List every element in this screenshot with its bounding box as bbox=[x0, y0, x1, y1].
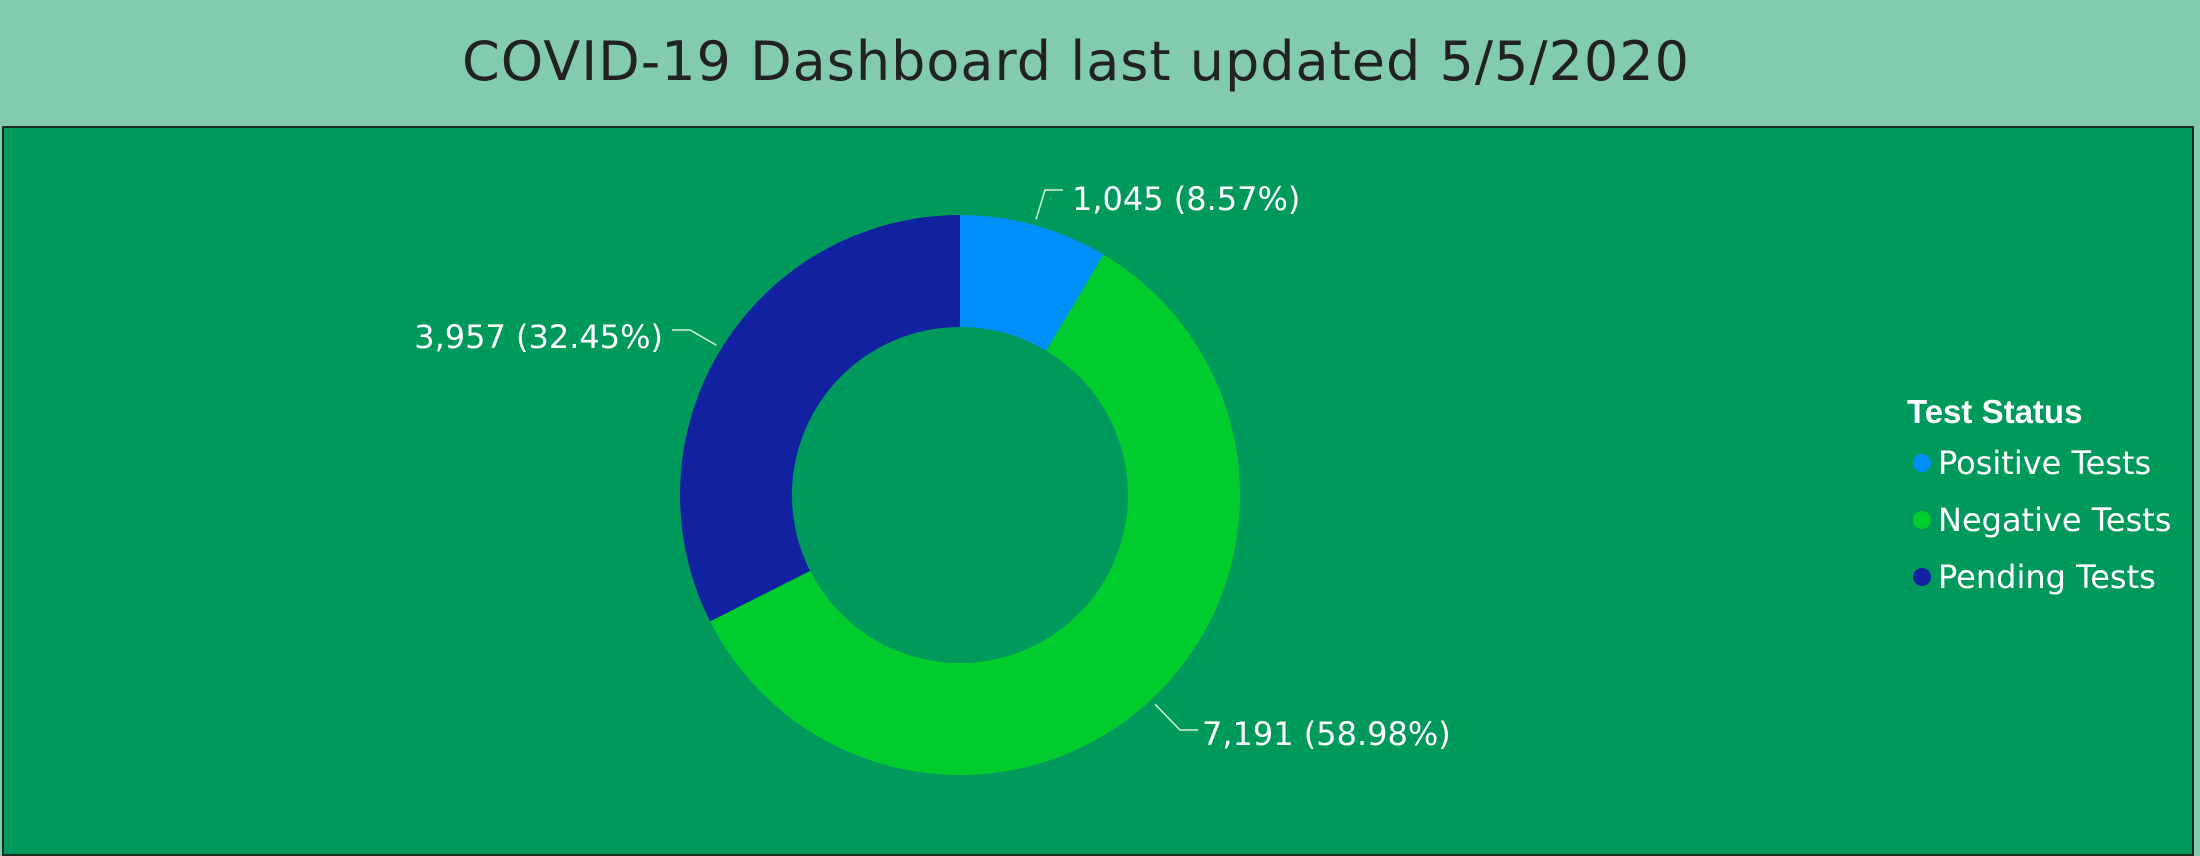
donut-slice-negative-tests[interactable] bbox=[710, 254, 1240, 776]
legend-marker-negative-tests bbox=[1913, 511, 1931, 529]
leader-line-pending-tests bbox=[672, 329, 717, 346]
legend-title: Test Status bbox=[1907, 393, 2082, 430]
donut-slice-positive-tests[interactable] bbox=[960, 215, 1104, 351]
data-label-negative-tests: 7,191 (58.98%) bbox=[1202, 715, 1451, 753]
legend-item-negative-tests[interactable]: Negative Tests bbox=[1938, 501, 2171, 539]
legend-marker-positive-tests bbox=[1913, 454, 1931, 472]
legend-item-positive-tests[interactable]: Positive Tests bbox=[1938, 444, 2151, 482]
dashboard-header: COVID-19 Dashboard last updated 5/5/2020 bbox=[0, 0, 2200, 126]
page-title: COVID-19 Dashboard last updated 5/5/2020 bbox=[462, 30, 1690, 93]
legend-item-pending-tests[interactable]: Pending Tests bbox=[1938, 558, 2156, 596]
leader-line-negative-tests bbox=[1154, 703, 1198, 731]
data-label-positive-tests: 1,045 (8.57%) bbox=[1072, 180, 1300, 218]
donut-slice-pending-tests[interactable] bbox=[679, 215, 960, 622]
leader-line-positive-tests bbox=[1035, 189, 1063, 220]
data-label-pending-tests: 3,957 (32.45%) bbox=[414, 318, 663, 356]
legend-marker-pending-tests bbox=[1913, 568, 1931, 586]
